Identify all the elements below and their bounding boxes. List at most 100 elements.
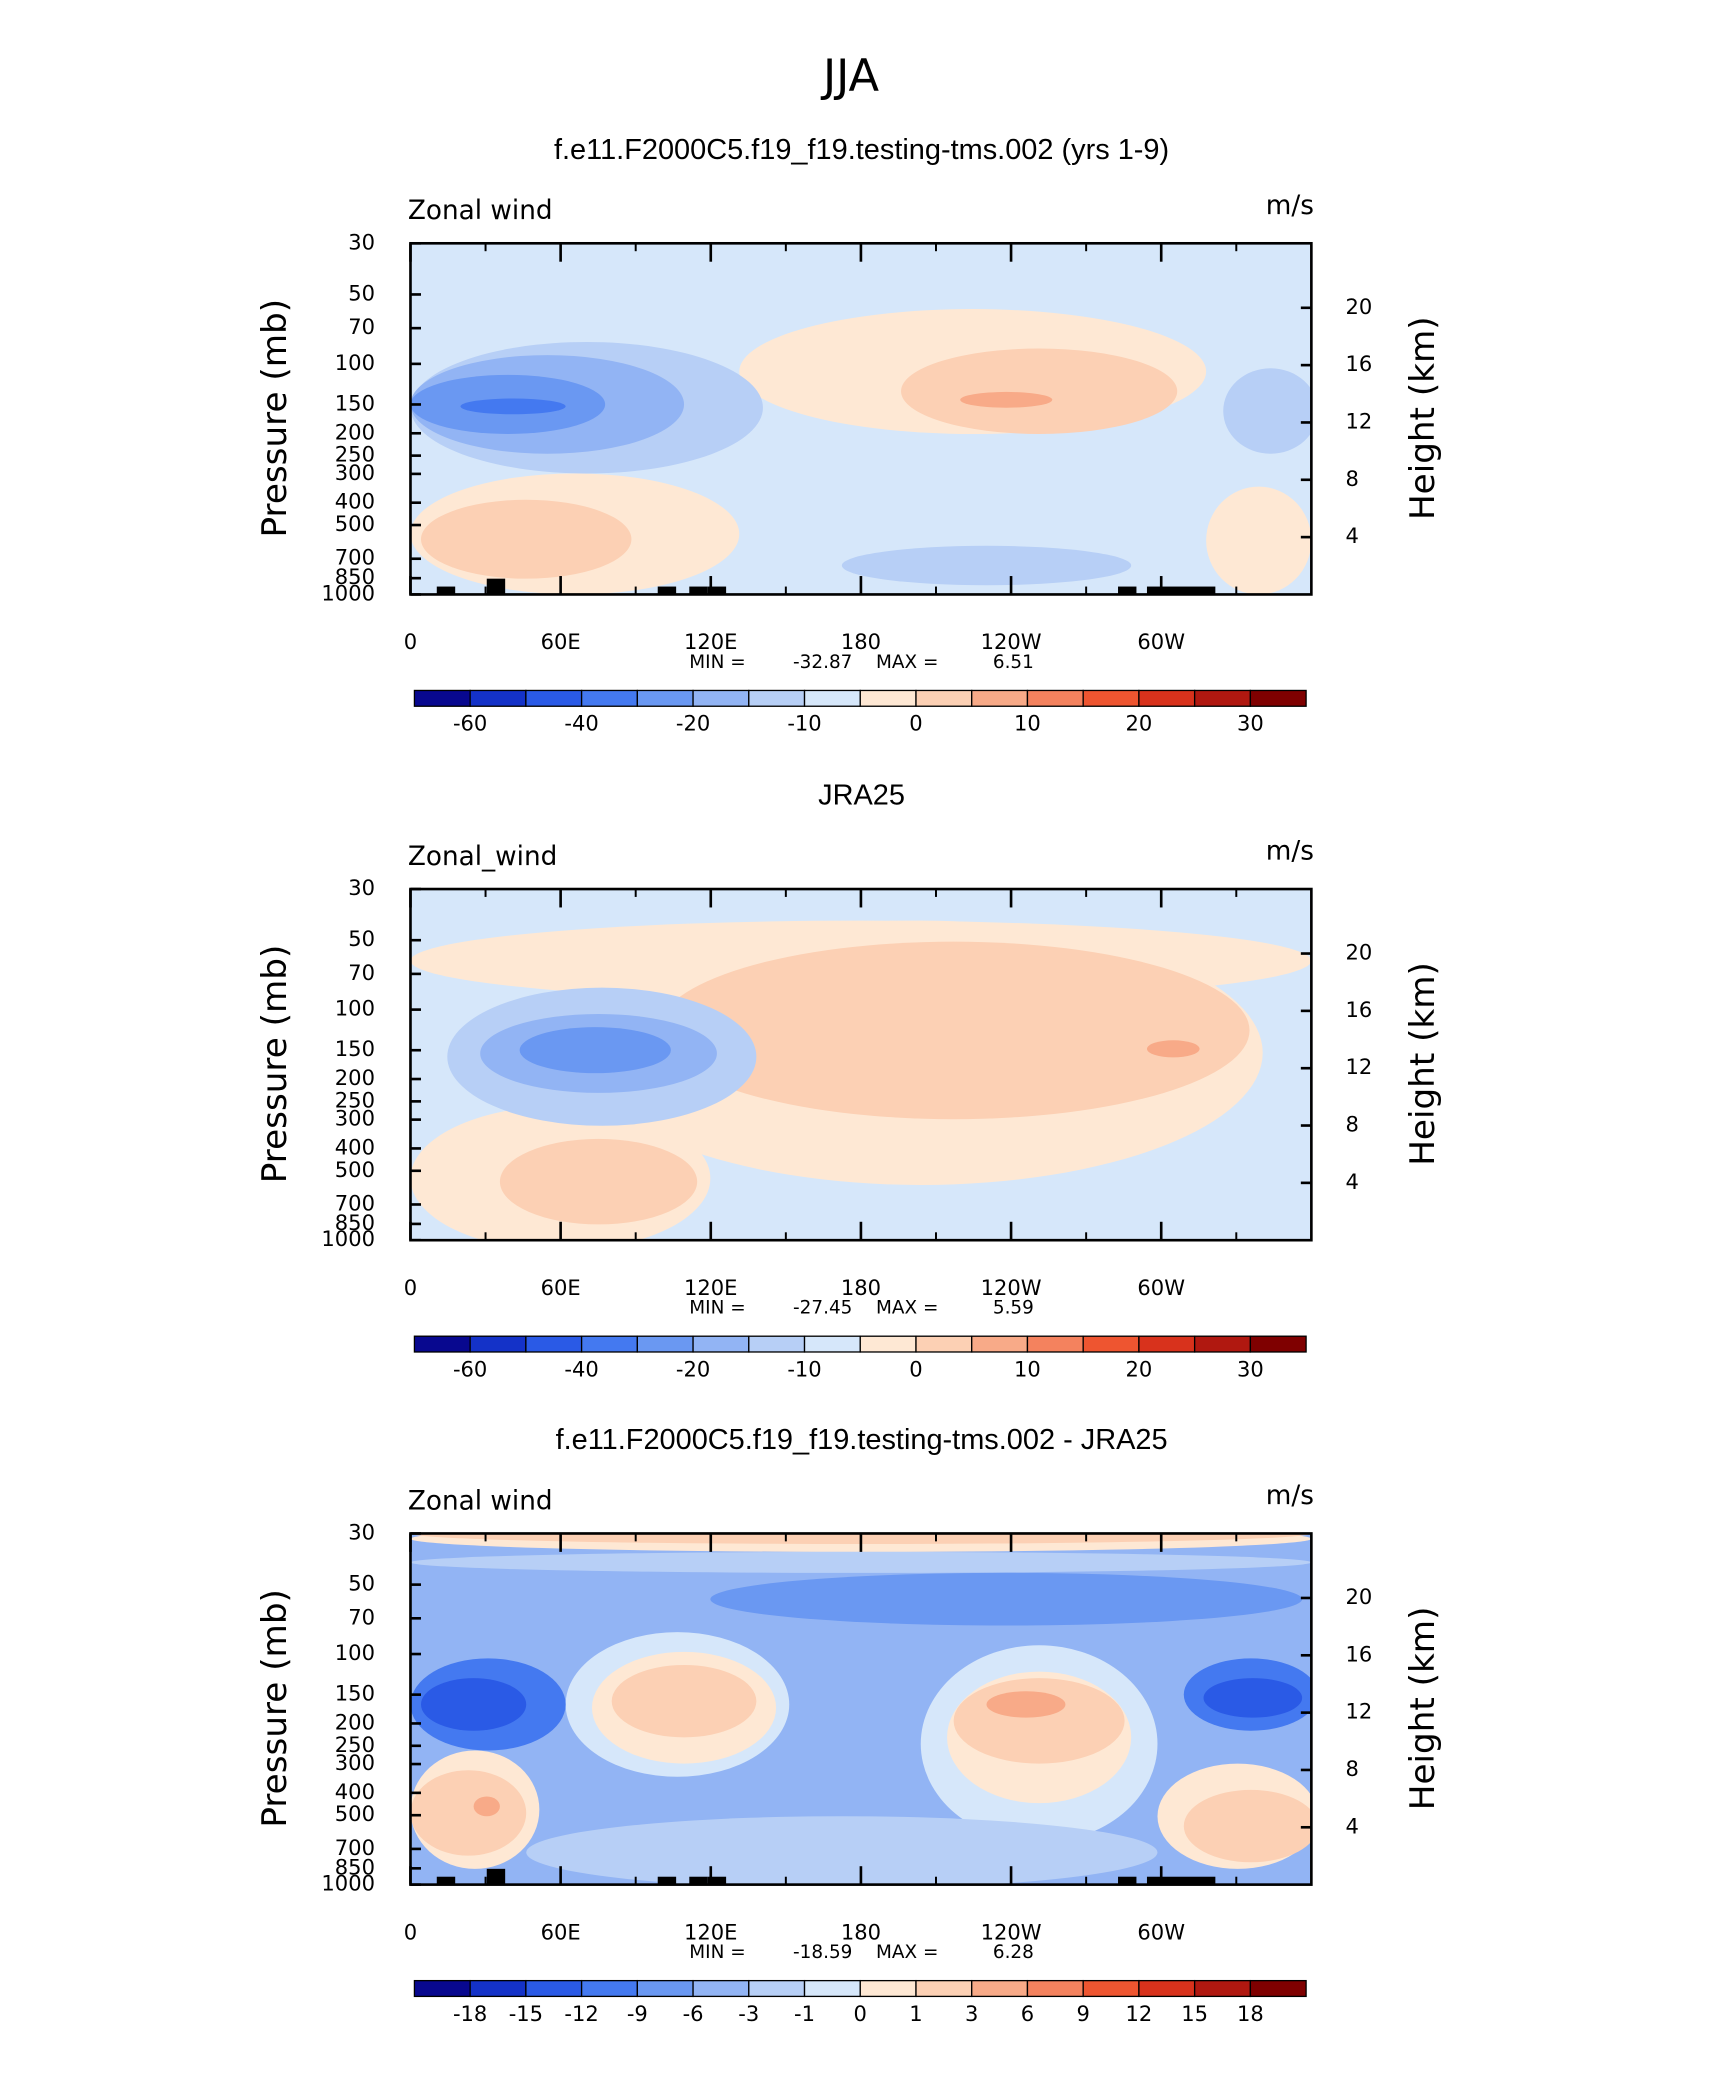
min-value: -32.87 [793,652,852,673]
x-tick-label: 60E [541,1919,581,1944]
y-tick-label: 300 [335,460,375,485]
y-tick-label: 50 [348,280,375,305]
y-tick-label: 100 [335,996,375,1021]
contour-region [960,391,1053,408]
y-tick-label: 850 [335,1210,375,1235]
y-tick-label: 250 [335,442,375,467]
topography [1118,586,1137,595]
y-tick-label: 300 [335,1750,375,1775]
colorbar-label: 10 [1014,1356,1041,1381]
y-tick-label: 100 [335,350,375,375]
y-tick-label: 400 [335,1134,375,1159]
y2-tick-label: 20 [1346,1584,1373,1609]
colorbar-box [971,1335,1029,1353]
y-tick-label: 30 [348,1519,375,1544]
colorbar-box [971,1979,1029,1998]
colorbar-label: 3 [965,2001,978,2026]
y2-tick-label: 12 [1346,1699,1373,1724]
field-label: Zonal wind [408,1486,553,1516]
y2-tick-label: 12 [1346,1054,1373,1079]
colorbar-box [803,1979,861,1998]
y2-tick-label: 16 [1346,351,1373,376]
y-tick-label: 400 [335,489,375,514]
y-tick-label: 250 [335,1732,375,1757]
colorbar-box [580,689,638,707]
colorbar-label: 20 [1126,711,1153,736]
y-tick-label: 850 [335,1854,375,1879]
min-label: MIN = [689,1942,745,1963]
colorbar-box [636,1979,694,1998]
y2-axis-title: Height (km) [1403,962,1443,1166]
topography [1146,1876,1216,1885]
y2-tick-label: 16 [1346,997,1373,1022]
colorbar-box [580,1979,638,1998]
contour-region [410,1770,527,1856]
panel-title: f.e11.F2000C5.f19_f19.testing-tms.002 (y… [554,134,1169,166]
y-tick-label: 300 [335,1106,375,1131]
y-tick-label: 70 [348,314,375,339]
colorbar-label: 0 [909,1356,922,1381]
colorbar-box [1026,1335,1084,1353]
y-tick-label: 30 [348,229,375,254]
topography [486,578,506,595]
colorbar-box [748,689,806,707]
colorbar-box [803,689,861,707]
y-tick-label: 30 [348,875,375,900]
colorbar-label: -40 [564,1356,598,1381]
y2-tick-label: 12 [1346,408,1373,433]
max-value: 6.51 [993,652,1034,673]
y-axis-title: Pressure (mb) [255,299,295,538]
topography [436,1876,456,1885]
contour-region [841,545,1132,586]
colorbar-box [469,1979,527,1998]
colorbar-box [525,1335,583,1353]
colorbar-box [803,1335,861,1353]
y-tick-label: 400 [335,1779,375,1804]
topography [689,586,708,595]
contour-region [1206,486,1312,595]
y2-axis-title: Height (km) [1403,316,1443,520]
colorbar-box [1082,1979,1140,1998]
y2-tick-label: 4 [1346,523,1359,548]
colorbar-label: -12 [564,2001,598,2026]
colorbar-box [692,1335,750,1353]
contour-region [611,1664,757,1738]
x-tick-label: 120W [981,629,1042,654]
y2-tick-label: 16 [1346,1641,1373,1666]
colorbar-box [636,1335,694,1353]
colorbar-box [692,1979,750,1998]
colorbar-label: -9 [627,2001,648,2026]
colorbar-label: -6 [683,2001,704,2026]
x-tick-label: 120E [684,1275,737,1300]
x-tick-label: 180 [841,1919,881,1944]
contour-region [499,1138,698,1225]
y-tick-label: 50 [348,926,375,951]
y-tick-label: 150 [335,1036,375,1061]
colorbar-box [413,689,471,707]
figure-title: JJA [820,49,880,102]
y2-tick-label: 20 [1346,940,1373,965]
x-tick-label: 120W [981,1919,1042,1944]
colorbar-box [413,1335,471,1353]
colorbar-label: -3 [738,2001,759,2026]
contour-region [410,1551,1312,1573]
colorbar-label: -20 [676,1356,710,1381]
colorbar-box [1026,689,1084,707]
y-tick-label: 850 [335,564,375,589]
y-tick-label: 1000 [321,1871,375,1896]
colorbar-box [413,1979,471,1998]
x-tick-label: 0 [404,1275,417,1300]
topography [707,586,727,595]
y-tick-label: 200 [335,1709,375,1734]
field-label: Zonal wind [408,196,553,226]
x-tick-label: 180 [841,629,881,654]
y-tick-label: 700 [335,545,375,570]
colorbar-box [1193,1979,1252,1998]
colorbar-box [525,689,583,707]
y-tick-label: 150 [335,1681,375,1706]
colorbar-label: -18 [453,2001,487,2026]
y-tick-label: 1000 [321,580,375,605]
colorbar-box [469,689,527,707]
y2-tick-label: 20 [1346,294,1373,319]
